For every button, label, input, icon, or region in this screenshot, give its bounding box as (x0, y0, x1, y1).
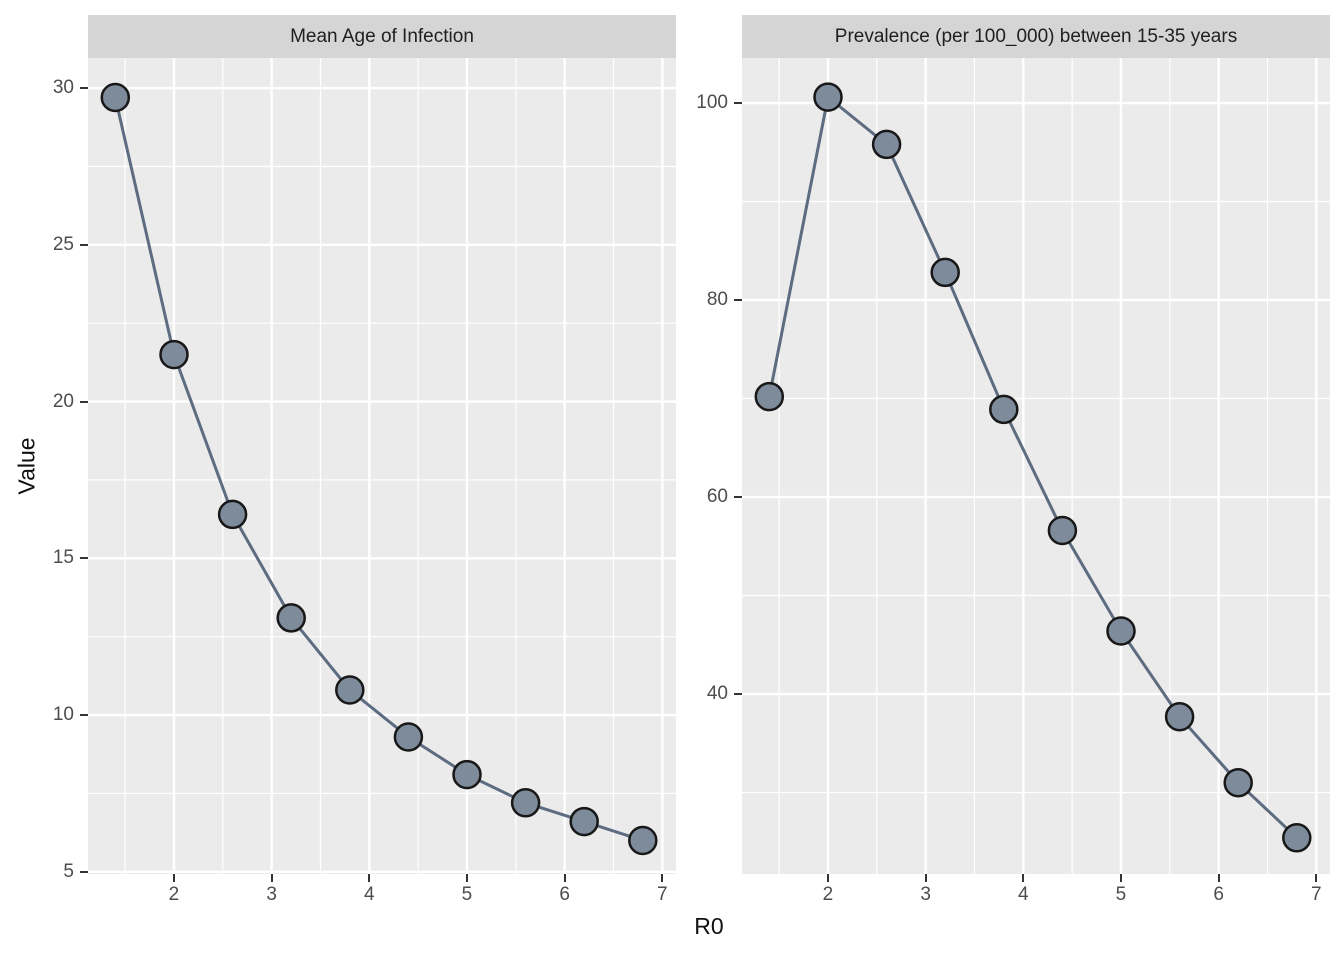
data-point (989, 394, 1019, 425)
y-axis-tick (80, 714, 88, 717)
facet-strip-mean-age: Mean Age of Infection (88, 15, 676, 58)
y-axis-tick (734, 299, 742, 302)
y-axis-tick (80, 870, 88, 873)
y-axis-tick (80, 243, 88, 246)
y-tick-label: 20 (52, 390, 74, 412)
x-tick-label: 2 (168, 884, 180, 905)
data-point (871, 129, 902, 160)
x-axis-tick (1022, 874, 1025, 882)
y-axis-tick (80, 87, 88, 90)
y-tick-label: 40 (706, 683, 728, 705)
data-point (628, 825, 658, 856)
data-point (754, 381, 785, 412)
y-tick-label: 10 (52, 704, 74, 726)
y-axis-title: Value (13, 437, 40, 495)
x-tick-label: 3 (920, 884, 931, 905)
data-point (1047, 515, 1078, 546)
x-tick-label: 4 (364, 884, 375, 905)
facet-strip-prevalence: Prevalence (per 100_000) between 15-35 y… (742, 15, 1330, 58)
x-tick-label: 2 (822, 884, 834, 905)
data-point (1164, 701, 1195, 732)
data-point (1223, 767, 1253, 798)
data-point (100, 82, 131, 113)
y-axis-tick (734, 496, 742, 499)
data-point (393, 722, 424, 752)
y-axis-tick (80, 557, 88, 560)
x-tick-label: 7 (657, 884, 668, 905)
x-axis-tick (270, 874, 273, 882)
x-axis-tick (1315, 874, 1318, 882)
x-axis-tick (563, 874, 566, 882)
y-tick-label: 30 (52, 77, 74, 99)
data-point (452, 759, 482, 790)
data-line (113, 97, 644, 842)
y-tick-label: 5 (63, 860, 74, 882)
x-axis-tick (1119, 874, 1122, 882)
y-tick-label: 100 (696, 92, 728, 114)
data-point (1282, 823, 1312, 853)
x-tick-label: 5 (461, 884, 473, 905)
y-tick-label: 15 (52, 547, 74, 569)
x-tick-label: 6 (1213, 884, 1224, 905)
y-tick-label: 60 (706, 486, 728, 508)
x-axis-title: R0 (694, 913, 724, 939)
x-tick-label: 4 (1018, 884, 1029, 905)
y-axis-tick (80, 400, 88, 403)
x-tick-label: 5 (1115, 884, 1127, 905)
data-point (930, 257, 960, 288)
x-axis-tick (172, 874, 175, 882)
x-axis-tick (1217, 874, 1220, 882)
facet-title-prevalence: Prevalence (per 100_000) between 15-35 y… (834, 25, 1238, 47)
data-point (1106, 616, 1136, 646)
data-line (767, 94, 1298, 839)
data-point (813, 82, 843, 112)
y-axis-tick (734, 693, 742, 696)
x-axis-tick (368, 874, 371, 882)
data-point (217, 499, 248, 530)
data-point (276, 603, 306, 633)
facet-title-mean-age: Mean Age of Infection (290, 25, 474, 47)
panel-prevalence (742, 58, 1330, 874)
x-tick-label: 3 (266, 884, 277, 905)
x-tick-label: 6 (559, 884, 570, 905)
y-tick-label: 25 (52, 233, 74, 255)
panel-mean-age (88, 58, 676, 874)
x-axis-tick (826, 874, 829, 882)
x-axis-tick (661, 874, 664, 882)
data-point (335, 675, 365, 705)
data-point (510, 788, 541, 818)
data-point (159, 339, 189, 370)
x-tick-label: 7 (1311, 884, 1322, 905)
x-axis-tick (924, 874, 927, 882)
y-axis-tick (734, 102, 742, 105)
x-axis-tick (465, 874, 468, 882)
y-tick-label: 80 (706, 289, 728, 311)
data-point (569, 806, 599, 837)
